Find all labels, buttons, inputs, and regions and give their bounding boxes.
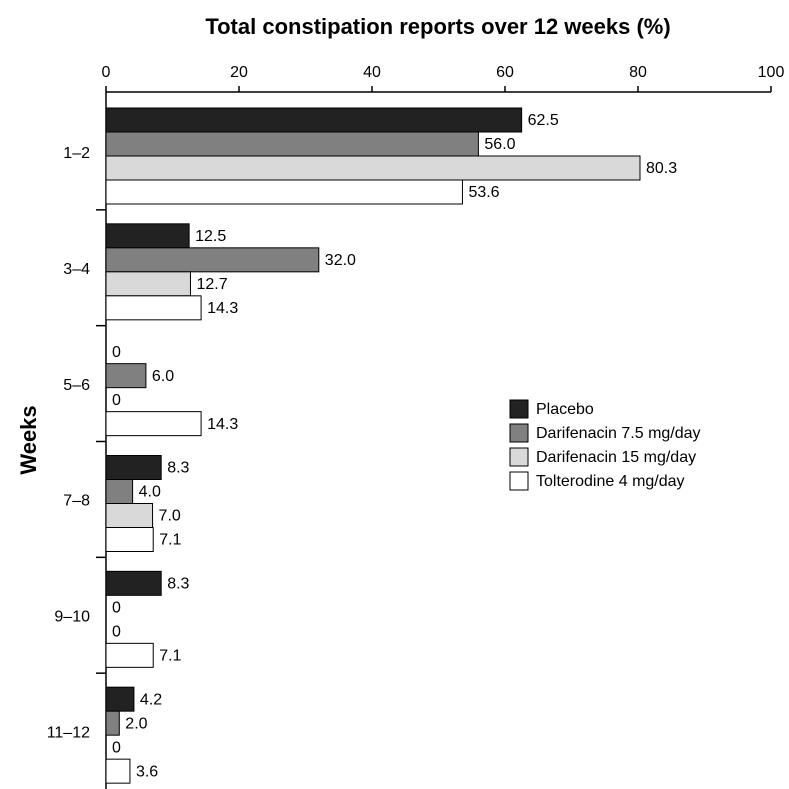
bar xyxy=(105,686,135,712)
value-label: 0 xyxy=(112,739,121,756)
value-label: 7.0 xyxy=(159,508,181,525)
bar xyxy=(105,710,120,736)
x-tick-label: 0 xyxy=(102,64,111,81)
value-label: 0 xyxy=(112,392,121,409)
chart-title: Total constipation reports over 12 weeks… xyxy=(205,14,670,39)
bar xyxy=(105,455,162,480)
value-label: 2.0 xyxy=(125,715,147,732)
bar xyxy=(105,503,154,528)
bar xyxy=(105,107,523,133)
legend-swatch xyxy=(509,399,529,419)
value-label: 3.6 xyxy=(136,763,158,780)
value-label: 6.0 xyxy=(152,368,174,385)
value-label: 4.0 xyxy=(139,484,161,501)
bar xyxy=(105,271,191,297)
bar xyxy=(105,363,147,389)
value-label: 14.3 xyxy=(207,416,238,433)
bar xyxy=(105,479,134,504)
y-tick-label: 11–12 xyxy=(47,724,90,741)
bar xyxy=(105,758,131,784)
value-label: 4.2 xyxy=(140,691,162,708)
x-tick-label: 40 xyxy=(363,64,381,81)
legend-swatch xyxy=(509,423,529,443)
bar xyxy=(105,223,190,249)
value-label: 12.7 xyxy=(196,276,227,293)
x-tick-label: 60 xyxy=(496,64,514,81)
value-label: 12.5 xyxy=(195,228,226,245)
y-axis-title: Weeks xyxy=(16,405,41,474)
value-label: 56.0 xyxy=(484,136,515,153)
value-label: 80.3 xyxy=(646,160,677,177)
y-tick-label: 7–8 xyxy=(63,493,90,510)
legend-label: Darifenacin 15 mg/day xyxy=(536,449,696,466)
x-tick-label: 80 xyxy=(629,64,647,81)
value-label: 8.3 xyxy=(167,576,189,593)
value-label: 7.1 xyxy=(159,532,181,549)
y-tick-label: 5–6 xyxy=(63,377,90,394)
value-label: 0 xyxy=(112,624,121,641)
bar xyxy=(105,295,202,321)
value-label: 32.0 xyxy=(325,252,356,269)
bar xyxy=(105,131,479,157)
bar xyxy=(105,411,202,437)
value-label: 0 xyxy=(112,344,121,361)
bar xyxy=(105,642,154,668)
value-label: 53.6 xyxy=(468,184,499,201)
x-tick-label: 20 xyxy=(230,64,248,81)
bar xyxy=(105,155,641,181)
x-tick-label: 100 xyxy=(758,64,785,81)
value-label: 0 xyxy=(112,600,121,617)
bar xyxy=(105,179,463,205)
bar xyxy=(105,527,154,552)
legend-label: Placebo xyxy=(536,401,594,418)
y-tick-label: 9–10 xyxy=(54,608,90,625)
y-tick-label: 3–4 xyxy=(63,261,90,278)
value-label: 14.3 xyxy=(207,300,238,317)
bar xyxy=(105,570,162,596)
legend-label: Tolterodine 4 mg/day xyxy=(536,473,685,490)
legend-swatch xyxy=(509,471,529,491)
value-label: 62.5 xyxy=(528,112,559,129)
legend-swatch xyxy=(509,447,529,467)
value-label: 8.3 xyxy=(167,460,189,477)
legend-label: Darifenacin 7.5 mg/day xyxy=(536,425,701,442)
value-label: 7.1 xyxy=(159,648,181,665)
y-tick-label: 1–2 xyxy=(63,145,90,162)
bar xyxy=(105,247,320,273)
